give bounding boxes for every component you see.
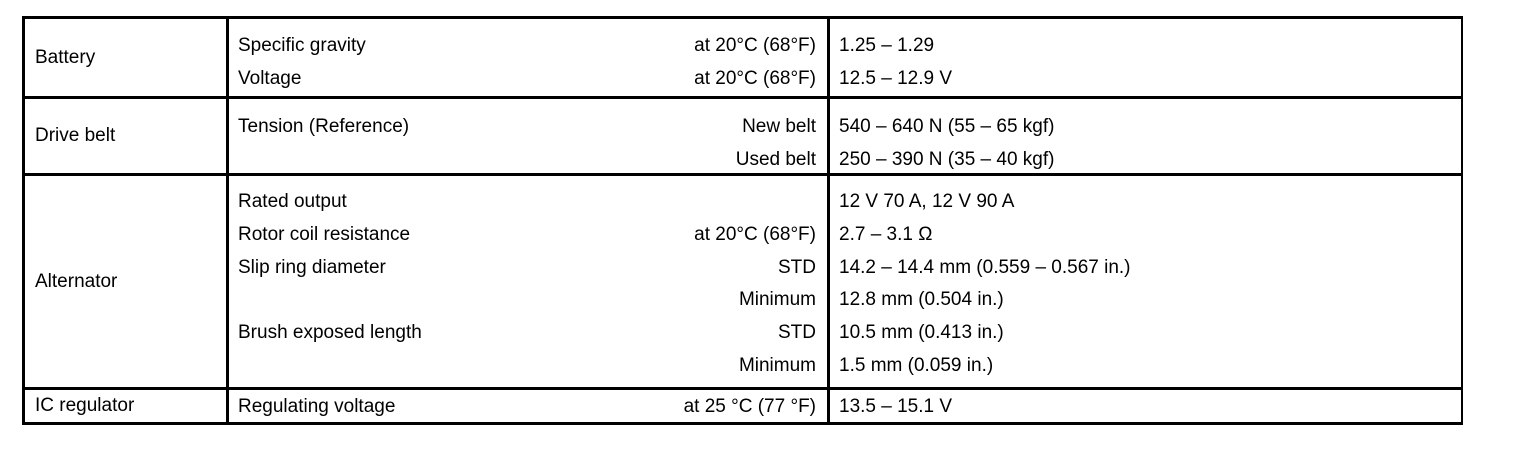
spec-condition: Minimum bbox=[738, 354, 816, 376]
spec-item: Slip ring diameter bbox=[238, 256, 386, 278]
spec-value: 2.7 – 3.1 Ω bbox=[839, 223, 933, 245]
spec-condition: STD bbox=[778, 256, 816, 278]
spec-row: Minimum bbox=[229, 350, 827, 383]
spec-item: Rotor coil resistance bbox=[238, 223, 411, 245]
spec-condition: New belt bbox=[742, 116, 816, 137]
spec-row: Specific gravity at 20°C (68°F) bbox=[229, 30, 827, 63]
spec-row: Rotor coil resistance at 20°C (68°F) bbox=[229, 219, 827, 252]
spec-condition: at 20°C (68°F) bbox=[694, 67, 816, 89]
spec-value: 14.2 – 14.4 mm (0.559 – 0.567 in.) bbox=[839, 256, 1131, 278]
spec-condition: STD bbox=[778, 322, 816, 344]
component-name: Alternator bbox=[25, 176, 229, 387]
spec-row: Voltage at 20°C (68°F) bbox=[229, 63, 827, 96]
item-column: Tension (Reference) New belt Used belt bbox=[229, 99, 830, 173]
item-column: Rated output Rotor coil resistance at 20°C… bbox=[229, 176, 830, 387]
item-column: Regulating voltage at 25 °C (77 °F) bbox=[229, 390, 830, 422]
value-column: 13.5 – 15.1 V bbox=[830, 390, 1461, 422]
spec-item: Tension (Reference) bbox=[238, 116, 410, 137]
spec-condition: at 20°C (68°F) bbox=[694, 223, 816, 245]
component-name: Drive belt bbox=[25, 99, 229, 173]
spec-row: Brush exposed length STD bbox=[229, 317, 827, 350]
spec-item: Brush exposed length bbox=[238, 322, 422, 344]
group-row: Battery Specific gravity at 20°C (68°F) Vol… bbox=[25, 19, 1461, 96]
specification-table: Battery Specific gravity at 20°C (68°F) Vol… bbox=[22, 16, 1463, 425]
spec-value: 12.5 – 12.9 V bbox=[839, 67, 953, 89]
value-column: 1.25 – 1.29 12.5 – 12.9 V bbox=[830, 19, 1461, 96]
spec-row: Slip ring diameter STD bbox=[229, 252, 827, 285]
group-row: IC regulator Regulating voltage at 25 °C (… bbox=[25, 387, 1461, 422]
spec-item: Regulating voltage bbox=[238, 396, 396, 417]
spec-condition: at 25 °C (77 °F) bbox=[683, 396, 816, 417]
value-column: 540 – 640 N (55 – 65 kgf) 250 – 390 N (35… bbox=[830, 99, 1461, 173]
spec-row: Rated output bbox=[229, 186, 827, 219]
spec-value: 13.5 – 15.1 V bbox=[839, 396, 953, 417]
spec-value: 12.8 mm (0.504 in.) bbox=[839, 289, 1004, 311]
spec-item: Voltage bbox=[238, 67, 302, 89]
spec-condition: Minimum bbox=[738, 289, 816, 311]
component-name: Battery bbox=[25, 19, 229, 96]
spec-value: 1.25 – 1.29 bbox=[839, 35, 935, 56]
spec-value: 1.5 mm (0.059 in.) bbox=[839, 354, 994, 376]
spec-condition: at 20°C (68°F) bbox=[694, 35, 816, 56]
spec-item: Specific gravity bbox=[238, 35, 366, 56]
spec-item: Rated output bbox=[238, 191, 347, 212]
spec-value: 12 V 70 A, 12 V 90 A bbox=[839, 191, 1015, 212]
value-column: 12 V 70 A, 12 V 90 A 2.7 – 3.1 Ω 14.2 – 14… bbox=[830, 176, 1461, 387]
spec-row: Tension (Reference) New belt bbox=[229, 111, 827, 144]
spec-row: Minimum bbox=[229, 284, 827, 317]
component-name: IC regulator bbox=[25, 390, 229, 422]
group-row: Drive belt Tension (Reference) New belt Use… bbox=[25, 96, 1461, 173]
group-row: Alternator Rated output Rotor coil resista… bbox=[25, 173, 1461, 387]
spec-row: Regulating voltage at 25 °C (77 °F) bbox=[229, 391, 827, 424]
item-column: Specific gravity at 20°C (68°F) Voltage at … bbox=[229, 19, 830, 96]
spec-condition: Used belt bbox=[735, 148, 816, 170]
spec-row: Used belt bbox=[229, 144, 827, 177]
spec-value: 10.5 mm (0.413 in.) bbox=[839, 322, 1004, 344]
spec-value: 250 – 390 N (35 – 40 kgf) bbox=[839, 148, 1055, 170]
spec-value: 540 – 640 N (55 – 65 kgf) bbox=[839, 116, 1055, 137]
